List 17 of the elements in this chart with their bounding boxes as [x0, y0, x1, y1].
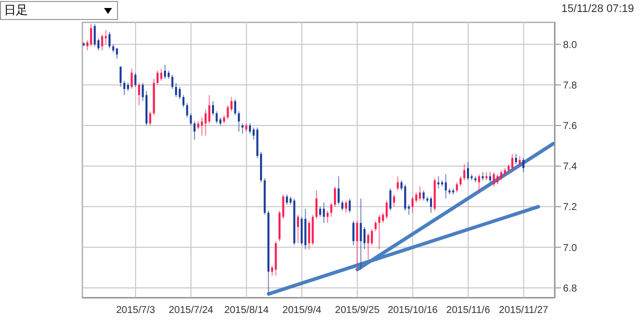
y-tick-label: 7.8	[563, 80, 578, 92]
x-tick-label: 2015/7/24	[168, 305, 214, 316]
y-tick-label: 8.0	[563, 40, 578, 51]
x-tick-label: 2015/8/14	[224, 305, 270, 316]
y-tick-label: 6.8	[563, 283, 578, 294]
x-tick-label: 2015/10/16	[388, 305, 438, 316]
y-tick-label: 7.0	[563, 242, 578, 254]
y-tick-label: 7.4	[563, 162, 578, 173]
x-tick-label: 2015/9/25	[335, 305, 380, 316]
y-tick-label: 7.6	[563, 121, 578, 132]
dropdown: 日足	[0, 1, 118, 20]
x-tick-label: 2015/11/6	[446, 305, 490, 316]
x-tick-label: 2015/11/27	[498, 305, 549, 316]
x-tick-label: 2015/9/4	[282, 305, 322, 316]
y-tick-label: 7.2	[563, 202, 578, 214]
x-tick-label: 2015/7/3	[116, 305, 156, 316]
text: 15/11/28 07:19	[561, 3, 634, 15]
